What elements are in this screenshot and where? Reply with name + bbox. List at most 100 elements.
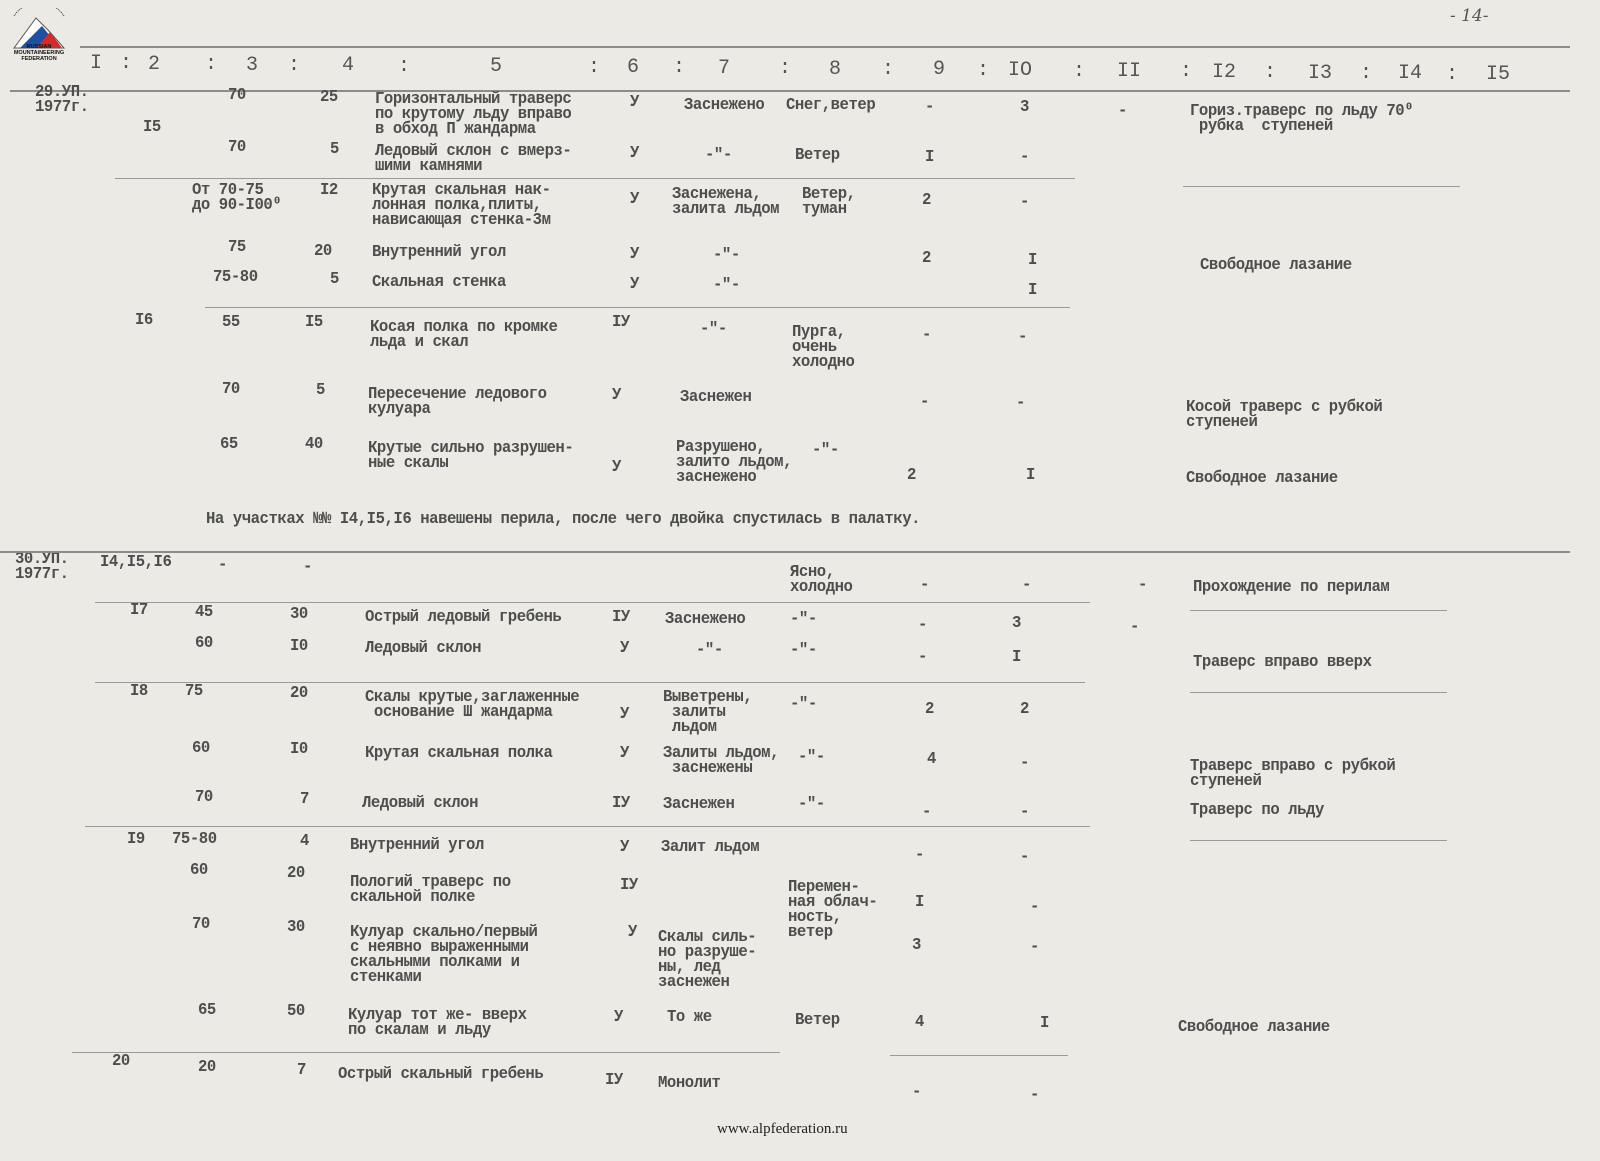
column-separator: : (673, 56, 686, 80)
technique-notes: Траверс по льду (1190, 801, 1324, 820)
length-cell: I0 (290, 740, 308, 759)
divider (1190, 692, 1447, 693)
column-header: 8 (829, 57, 842, 81)
terrain-description: Ледовый склон (365, 639, 482, 658)
column-header: 6 (627, 56, 640, 79)
column-11-value: - (1130, 618, 1139, 637)
column-header: 9 (933, 58, 946, 82)
terrain-description: Кулуар скально/первый с неявно выраженны… (350, 923, 538, 987)
column-header: I (90, 52, 103, 75)
steepness-cell: 75-80 (213, 268, 258, 287)
steepness-cell: 65 (198, 1001, 216, 1020)
steepness-cell: 70 (222, 380, 240, 399)
steepness-cell: 70 (228, 138, 246, 157)
federation-logo (6, 2, 72, 64)
length-cell: 20 (314, 242, 332, 261)
length-cell: 5 (330, 140, 339, 159)
weather-cell: -"- (812, 441, 839, 460)
terrain-description: Скалы крутые,заглаженные основание Ш жан… (365, 688, 580, 722)
terrain-description: Кулуар тот же- вверх по скалам и льду (348, 1006, 527, 1040)
difficulty-grade: У (630, 190, 639, 209)
weather-cell: Перемен- ная облач- ность, ветер (788, 878, 878, 942)
column-header: 3 (246, 53, 259, 77)
terrain-condition: Скалы силь- но разруше- ны, лед заснежен (658, 928, 757, 992)
column-11-value: - (1138, 576, 1147, 595)
terrain-condition: Заснежено (665, 610, 746, 629)
column-header: 7 (718, 56, 731, 80)
length-cell: - (303, 558, 312, 577)
terrain-condition: -"- (705, 146, 732, 165)
length-cell: 5 (330, 270, 339, 289)
length-cell: 25 (320, 88, 338, 107)
steepness-cell: 45 (195, 603, 213, 622)
terrain-condition: Монолит (658, 1074, 721, 1093)
length-cell: 7 (300, 790, 309, 809)
difficulty-grade: У (612, 458, 621, 477)
terrain-description: Острый ледовый гребень (365, 608, 562, 627)
steepness-cell: 75-80 (172, 830, 217, 849)
technique-notes: Гориз.траверс по льду 70⁰ рубка ступеней (1190, 102, 1414, 136)
terrain-condition: Заснежено (684, 96, 765, 115)
column-10-value: I (1012, 648, 1021, 667)
column-separator: : (1446, 62, 1459, 86)
column-9-value: 2 (907, 466, 916, 485)
column-10-value: - (1018, 328, 1027, 347)
length-cell: 30 (290, 605, 308, 624)
column-10-value: - (1020, 803, 1029, 822)
column-10-value: I (1026, 466, 1035, 485)
weather-cell: -"- (798, 795, 825, 814)
terrain-description: Косая полка по кромке льда и скал (370, 318, 558, 352)
steepness-cell: 60 (195, 634, 213, 653)
column-10-value: - (1030, 1086, 1039, 1105)
column-header: II (1117, 60, 1142, 83)
column-9-value: I (915, 893, 924, 912)
column-separator: : (1264, 61, 1277, 85)
column-11-value: - (1118, 102, 1127, 121)
column-9-value: 2 (922, 191, 931, 210)
terrain-condition: -"- (713, 276, 740, 295)
divider (1190, 610, 1447, 611)
terrain-description: Пересечение ледового кулуара (368, 385, 547, 419)
weather-cell: -"- (790, 610, 817, 629)
terrain-condition: Выветрены, залиты льдом (663, 688, 753, 737)
column-10-value: I (1028, 251, 1037, 270)
terrain-description: Крутая скальная полка (365, 744, 553, 763)
difficulty-grade: У (630, 93, 639, 112)
difficulty-grade: У (630, 275, 639, 294)
difficulty-grade: IУ (620, 876, 638, 895)
column-10-value: - (1016, 394, 1025, 413)
column-10-value: I (1040, 1014, 1049, 1033)
column-9-value: - (912, 1083, 921, 1102)
divider (890, 1055, 1068, 1056)
weather-cell: Пурга, очень холодно (792, 323, 855, 372)
remark-text: На участках №№ I4,I5,I6 навешены перила,… (206, 510, 921, 529)
divider (95, 682, 1085, 683)
technique-notes: Траверс вправо вверх (1193, 653, 1372, 672)
column-9-value: 3 (912, 936, 921, 955)
length-cell: I2 (320, 181, 338, 200)
steepness-cell: 75 (185, 682, 203, 701)
difficulty-grade: У (630, 245, 639, 264)
difficulty-grade: У (620, 639, 629, 658)
column-9-value: I (925, 148, 934, 167)
column-separator: : (1360, 62, 1373, 85)
steepness-cell: От 70-75 до 90-I00⁰ (192, 181, 282, 215)
terrain-condition: Разрушено, залито льдом, заснежено (676, 438, 793, 487)
length-cell: 20 (290, 684, 308, 703)
date-cell: 30.УП. 1977г. (15, 550, 69, 584)
length-cell: 7 (297, 1061, 306, 1080)
column-separator: : (205, 53, 218, 77)
steepness-cell: 55 (222, 313, 240, 332)
terrain-description: Ледовый склон с вмерз- шими камнями (375, 142, 572, 176)
column-header: 2 (148, 52, 161, 76)
terrain-condition: Заснежена, залита льдом (672, 185, 780, 219)
column-header: I2 (1212, 60, 1237, 84)
section-number: I9 (127, 830, 145, 849)
terrain-condition: Залиты льдом, заснежены (663, 744, 780, 778)
column-9-value: 2 (922, 249, 931, 268)
column-10-value: 3 (1012, 614, 1021, 633)
column-10-value: - (1020, 848, 1029, 867)
column-10-value: I (1028, 281, 1037, 300)
difficulty-grade: IУ (605, 1071, 623, 1090)
column-header: I5 (1486, 63, 1511, 87)
